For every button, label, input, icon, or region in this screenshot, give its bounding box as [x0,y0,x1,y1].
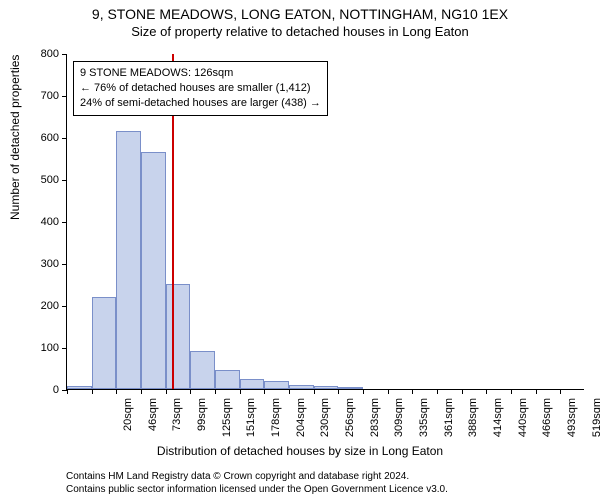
x-tick [67,389,68,394]
x-tick-label: 519sqm [591,398,600,448]
x-tick-label: 20sqm [122,398,134,448]
y-tick [62,180,67,181]
y-tick-label: 200 [27,300,59,312]
annotation-box: 9 STONE MEADOWS: 126sqm ← 76% of detache… [73,61,328,116]
histogram-bar [289,385,314,389]
y-tick [62,54,67,55]
y-tick-label: 500 [27,174,59,186]
x-tick [536,389,537,394]
chart-area: 0100200300400500600700800 20sqm46sqm73sq… [66,54,584,390]
x-tick [511,389,512,394]
annotation-line2: ← 76% of detached houses are smaller (1,… [80,81,321,96]
y-tick-label: 0 [27,384,59,396]
x-tick [462,389,463,394]
x-tick-label: 309sqm [393,398,405,448]
histogram-bar [116,131,141,389]
histogram-bar [141,152,166,389]
x-tick [240,389,241,394]
x-tick-label: 230sqm [319,398,331,448]
x-tick [190,389,191,394]
histogram-bar [166,284,191,389]
x-tick-label: 361sqm [443,398,455,448]
annotation-line1: 9 STONE MEADOWS: 126sqm [80,66,321,81]
x-tick-label: 73sqm [171,398,183,448]
footer-line2: Contains public sector information licen… [66,483,448,496]
histogram-bar [264,381,289,389]
x-tick-label: 440sqm [517,398,529,448]
x-tick-label: 466sqm [541,398,553,448]
footer-line1: Contains HM Land Registry data © Crown c… [66,470,448,483]
x-tick-label: 125sqm [221,398,233,448]
y-tick-label: 100 [27,342,59,354]
chart-container: 9, STONE MEADOWS, LONG EATON, NOTTINGHAM… [0,0,600,500]
x-tick-label: 99sqm [196,398,208,448]
x-tick-label: 283sqm [369,398,381,448]
annotation-line3: 24% of semi-detached houses are larger (… [80,96,321,111]
y-tick [62,306,67,307]
y-tick-label: 600 [27,132,59,144]
x-tick [92,389,93,394]
y-tick [62,348,67,349]
histogram-bar [215,370,240,389]
y-tick-label: 400 [27,216,59,228]
y-tick-label: 800 [27,48,59,60]
x-tick-label: 388sqm [467,398,479,448]
y-tick [62,138,67,139]
x-tick [314,389,315,394]
y-tick [62,264,67,265]
x-tick [215,389,216,394]
x-tick [289,389,290,394]
y-tick [62,222,67,223]
histogram-bar [314,386,339,389]
histogram-bar [67,386,92,389]
x-tick-label: 493sqm [566,398,578,448]
y-axis-label: Number of detached properties [8,55,22,220]
histogram-bar [240,379,265,390]
y-tick [62,96,67,97]
x-tick [166,389,167,394]
page-title-line1: 9, STONE MEADOWS, LONG EATON, NOTTINGHAM… [0,0,600,22]
x-tick [486,389,487,394]
plot-region: 0100200300400500600700800 20sqm46sqm73sq… [66,54,584,390]
footer: Contains HM Land Registry data © Crown c… [66,470,448,496]
x-tick-label: 335sqm [418,398,430,448]
x-tick-label: 204sqm [295,398,307,448]
y-tick-label: 300 [27,258,59,270]
x-tick [560,389,561,394]
x-tick [338,389,339,394]
x-tick-label: 151sqm [245,398,257,448]
x-tick-label: 46sqm [147,398,159,448]
x-tick-label: 178sqm [270,398,282,448]
histogram-bar [190,351,215,389]
x-tick-label: 256sqm [344,398,356,448]
histogram-bar [92,297,117,389]
y-tick-label: 700 [27,90,59,102]
page-title-line2: Size of property relative to detached ho… [0,22,600,39]
x-tick-label: 414sqm [492,398,504,448]
x-tick [412,389,413,394]
x-tick [264,389,265,394]
x-axis-label: Distribution of detached houses by size … [0,444,600,458]
x-tick [141,389,142,394]
x-tick [388,389,389,394]
x-tick [437,389,438,394]
x-tick [116,389,117,394]
x-tick [363,389,364,394]
histogram-bar [338,387,363,389]
